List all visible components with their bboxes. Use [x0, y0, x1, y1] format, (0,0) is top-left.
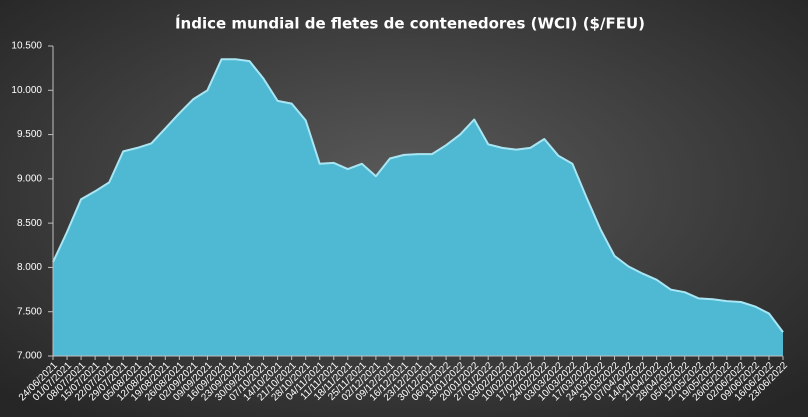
chart-title: Índice mundial de fletes de contenedores…	[175, 14, 645, 33]
area	[53, 59, 783, 357]
y-tick-label: 10.500	[11, 41, 42, 52]
y-tick-label: 7.000	[17, 351, 42, 362]
y-tick-label: 8.000	[17, 262, 42, 273]
y-tick-label: 9.000	[17, 173, 42, 184]
y-tick-label: 9.500	[17, 129, 42, 140]
y-tick-label: 7.500	[17, 306, 42, 317]
area-line	[52, 58, 784, 333]
y-tick-label: 10.000	[11, 85, 42, 96]
y-tick-label: 8.500	[17, 218, 42, 229]
